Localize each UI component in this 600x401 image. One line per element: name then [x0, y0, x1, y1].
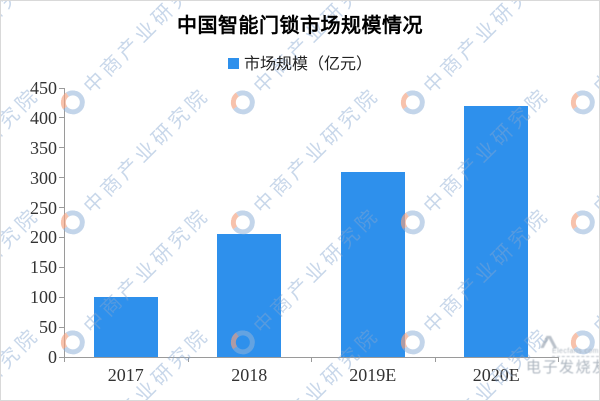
x-axis-tick	[64, 357, 65, 362]
x-axis-tick	[434, 357, 436, 362]
y-tick-label: 450	[30, 78, 57, 98]
y-tick-label: 0	[48, 347, 57, 367]
x-tick-label: 2019E	[349, 365, 397, 385]
legend: 市场规模（亿元）	[1, 50, 599, 74]
x-tick-label: 2017	[107, 365, 144, 385]
y-tick-label: 50	[39, 317, 57, 338]
y-tick-label: 300	[30, 167, 57, 188]
y-tick-label: 400	[30, 107, 57, 128]
y-axis-tick	[59, 296, 64, 298]
bar	[93, 297, 158, 357]
y-axis-tick	[59, 356, 64, 358]
roof-icon: ∧	[535, 330, 562, 353]
x-tick-label: 2020E	[472, 365, 520, 385]
y-axis-tick	[59, 147, 64, 149]
y-axis-tick	[59, 117, 64, 119]
y-axis-tick	[59, 266, 64, 268]
corner-watermark-url: Elecfans.com	[552, 348, 599, 357]
bar	[340, 171, 405, 357]
y-tick-label: 200	[30, 227, 57, 248]
chart-title: 中国智能门锁市场规模情况	[177, 15, 423, 37]
x-tick-label: 2018	[231, 365, 268, 385]
x-axis-tick	[558, 357, 559, 362]
y-tick-label: 250	[30, 197, 57, 218]
y-axis-tick	[59, 326, 64, 328]
corner-watermark-name: 电子发烧友	[526, 359, 599, 376]
y-tick-label: 350	[30, 137, 57, 158]
x-axis-tick	[311, 357, 312, 362]
y-tick-label: 150	[30, 257, 57, 278]
y-axis-tick	[59, 207, 64, 209]
bar	[464, 105, 529, 357]
legend-swatch-icon	[227, 57, 239, 69]
y-axis-tick	[59, 87, 64, 89]
y-tick-label: 100	[30, 287, 57, 308]
legend-label: 市场规模（亿元）	[243, 56, 372, 73]
y-axis	[64, 88, 65, 357]
x-axis-tick	[187, 357, 189, 362]
bar	[217, 234, 282, 357]
y-axis-tick	[59, 236, 64, 238]
y-axis-tick	[59, 177, 64, 179]
corner-watermark: ∧ Elecfans.com 电子发烧友	[525, 330, 599, 379]
